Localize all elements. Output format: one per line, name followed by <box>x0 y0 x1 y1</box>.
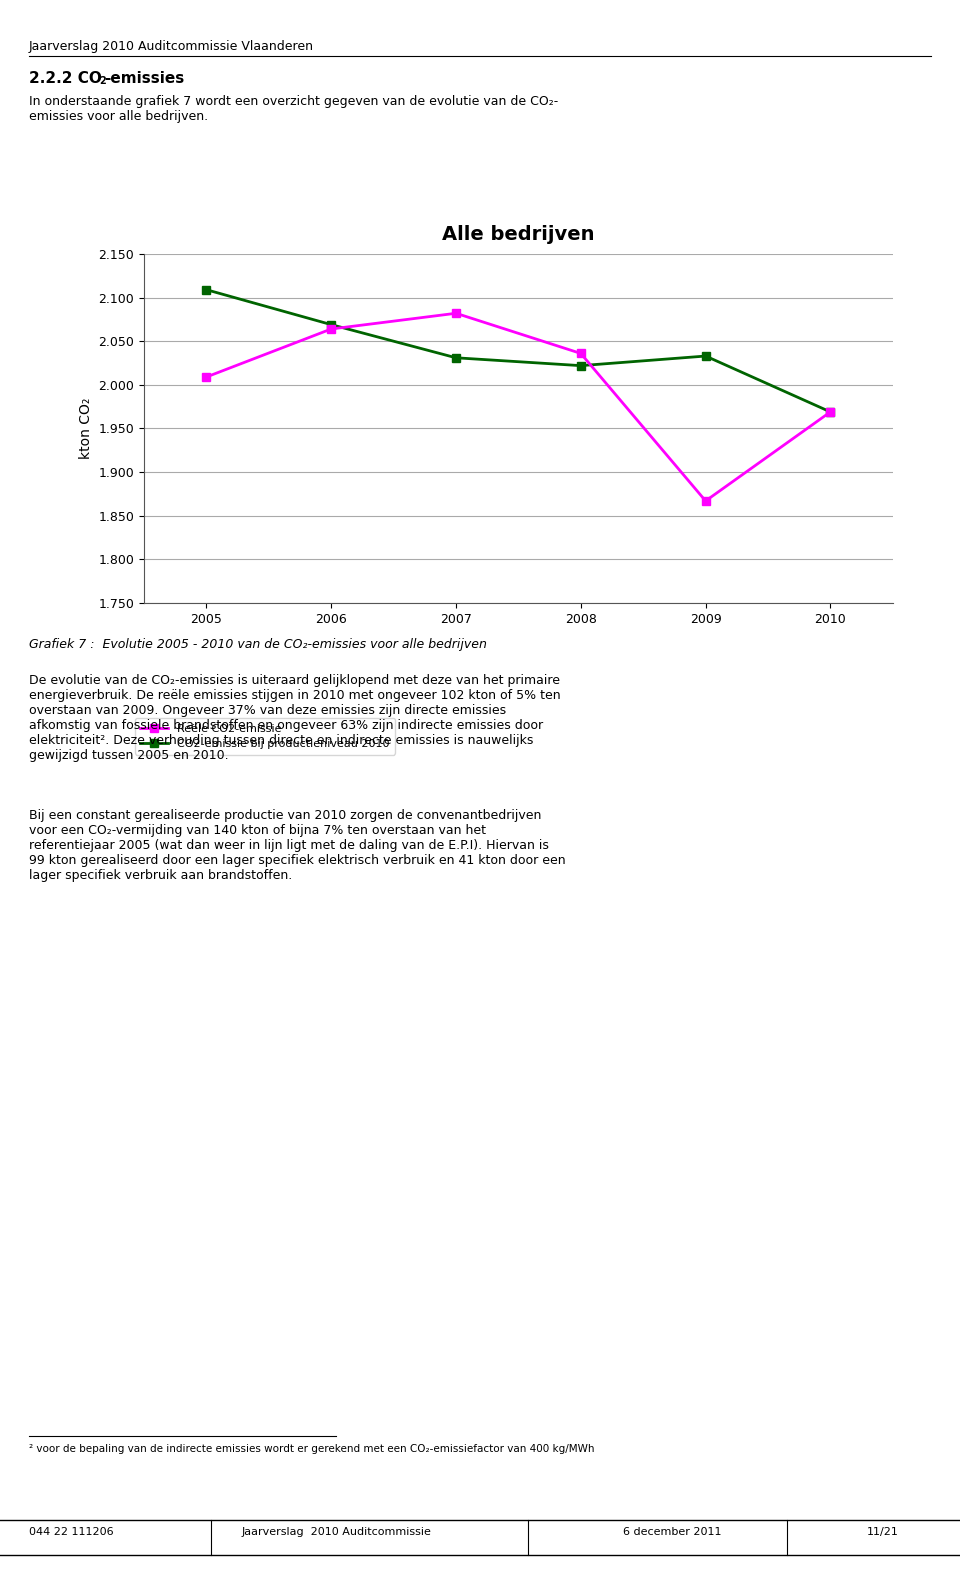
Text: 11/21: 11/21 <box>867 1527 900 1536</box>
CO2-emissie bij productieniveau 2010 <box>450 348 462 367</box>
Line: CO2-emissie bij productieniveau 2010: CO2-emissie bij productieniveau 2010 <box>203 286 834 416</box>
Text: Jaarverslag  2010 Auditcommissie: Jaarverslag 2010 Auditcommissie <box>241 1527 431 1536</box>
Text: -emissies: -emissies <box>104 71 184 86</box>
Text: In onderstaande grafiek 7 wordt een overzicht gegeven van de evolutie van de CO₂: In onderstaande grafiek 7 wordt een over… <box>29 95 558 124</box>
Reële CO2-emissie <box>325 319 337 338</box>
Text: ² voor de bepaling van de indirecte emissies wordt er gerekend met een CO₂-emiss: ² voor de bepaling van de indirecte emis… <box>29 1444 594 1454</box>
CO2-emissie bij productieniveau 2010 <box>325 316 337 335</box>
Text: 2.2.2 CO: 2.2.2 CO <box>29 71 102 86</box>
Y-axis label: kton CO₂: kton CO₂ <box>79 398 93 459</box>
Text: Grafiek 7 :  Evolutie 2005 - 2010 van de CO₂-emissies voor alle bedrijven: Grafiek 7 : Evolutie 2005 - 2010 van de … <box>29 638 487 651</box>
CO2-emissie bij productieniveau 2010 <box>825 403 836 422</box>
Text: 6 december 2011: 6 december 2011 <box>623 1527 721 1536</box>
Reële CO2-emissie <box>575 344 587 363</box>
Text: 2: 2 <box>99 76 106 86</box>
CO2-emissie bij productieniveau 2010 <box>575 355 587 375</box>
Reële CO2-emissie <box>201 368 212 387</box>
Text: 044 22 111206: 044 22 111206 <box>29 1527 113 1536</box>
Text: De evolutie van de CO₂-emissies is uiteraard gelijklopend met deze van het prima: De evolutie van de CO₂-emissies is uiter… <box>29 674 561 762</box>
Title: Alle bedrijven: Alle bedrijven <box>443 225 594 244</box>
CO2-emissie bij productieniveau 2010 <box>201 281 212 300</box>
CO2-emissie bij productieniveau 2010 <box>700 346 711 365</box>
Text: Jaarverslag 2010 Auditcommissie Vlaanderen: Jaarverslag 2010 Auditcommissie Vlaander… <box>29 40 314 52</box>
Reële CO2-emissie <box>700 492 711 511</box>
Legend: Reële CO2-emissie, CO2-emissie bij productieniveau 2010: Reële CO2-emissie, CO2-emissie bij produ… <box>134 717 395 754</box>
Reële CO2-emissie <box>450 303 462 322</box>
Line: Reële CO2-emissie: Reële CO2-emissie <box>203 309 834 505</box>
Text: Bij een constant gerealiseerde productie van 2010 zorgen de convenantbedrijven
v: Bij een constant gerealiseerde productie… <box>29 809 565 882</box>
Reële CO2-emissie <box>825 403 836 422</box>
